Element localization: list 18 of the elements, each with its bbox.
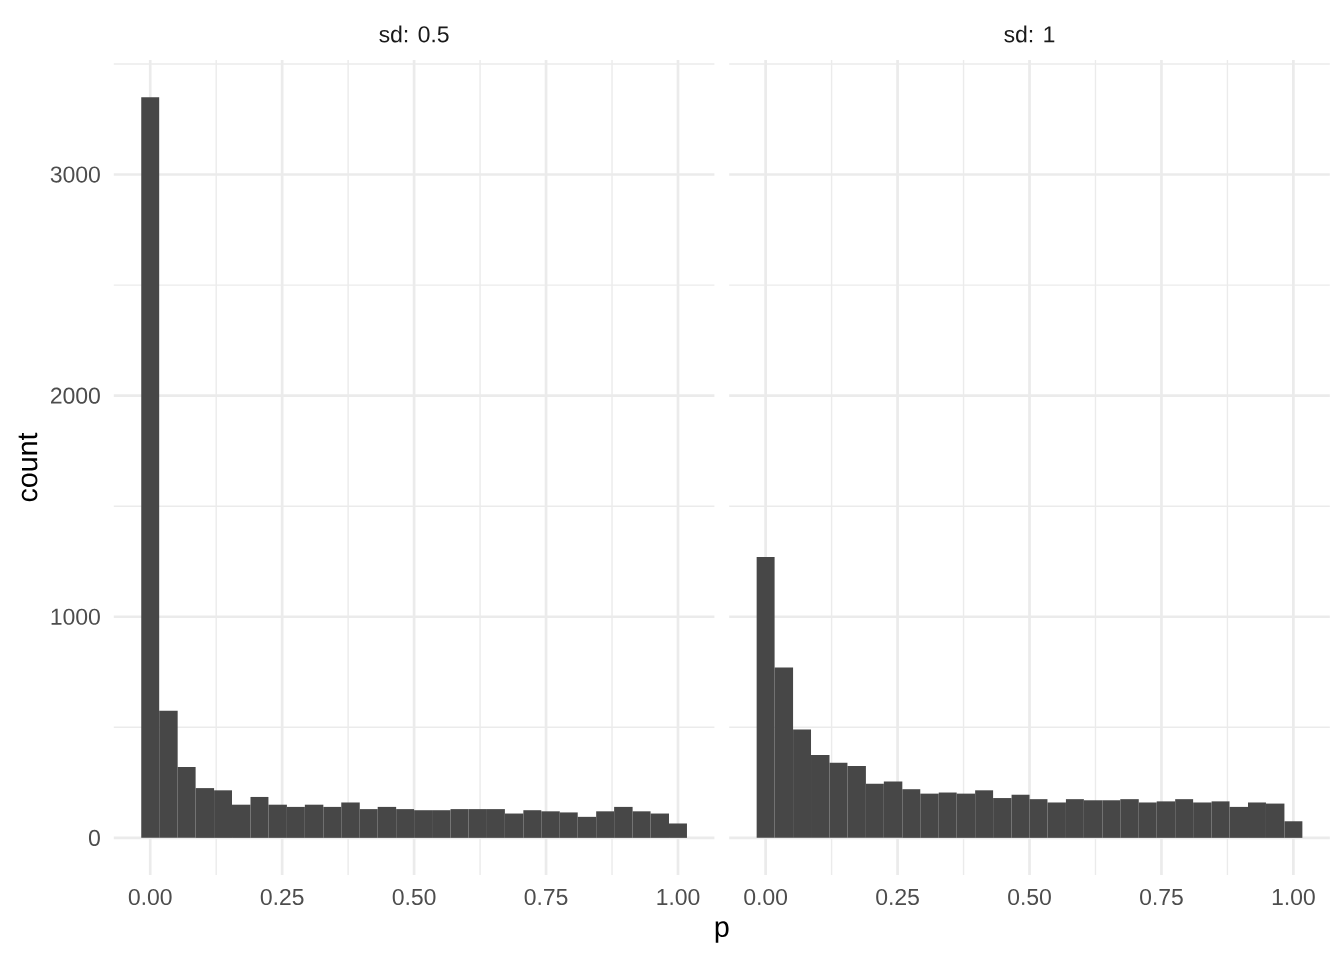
x-tick-label: 1.00 (657, 888, 700, 906)
x-tick-label: 0.25 (260, 888, 304, 906)
x-tick-label: 0.75 (524, 888, 568, 906)
x-tick-label: 0.25 (876, 888, 919, 906)
y-axis-title: count (18, 432, 38, 502)
x-tick-label: 1.00 (1272, 888, 1315, 906)
x-tick-label: 0.50 (392, 888, 436, 906)
y-tick-label: 1000 (51, 608, 100, 625)
chart-title: sd: 1 (1004, 25, 1055, 43)
x-tick-label: 0.75 (1140, 888, 1183, 906)
x-tick-label: 0.00 (744, 888, 788, 906)
x-tick-label: 0.50 (1008, 888, 1051, 906)
y-tick-label: 3000 (50, 166, 100, 183)
x-tick-label: 0.00 (128, 888, 172, 906)
chart-title: sd: 0.5 (379, 25, 449, 43)
x-axis-title: p (715, 921, 729, 943)
y-tick-label: 0 (88, 829, 100, 846)
y-tick-label: 2000 (51, 387, 100, 404)
